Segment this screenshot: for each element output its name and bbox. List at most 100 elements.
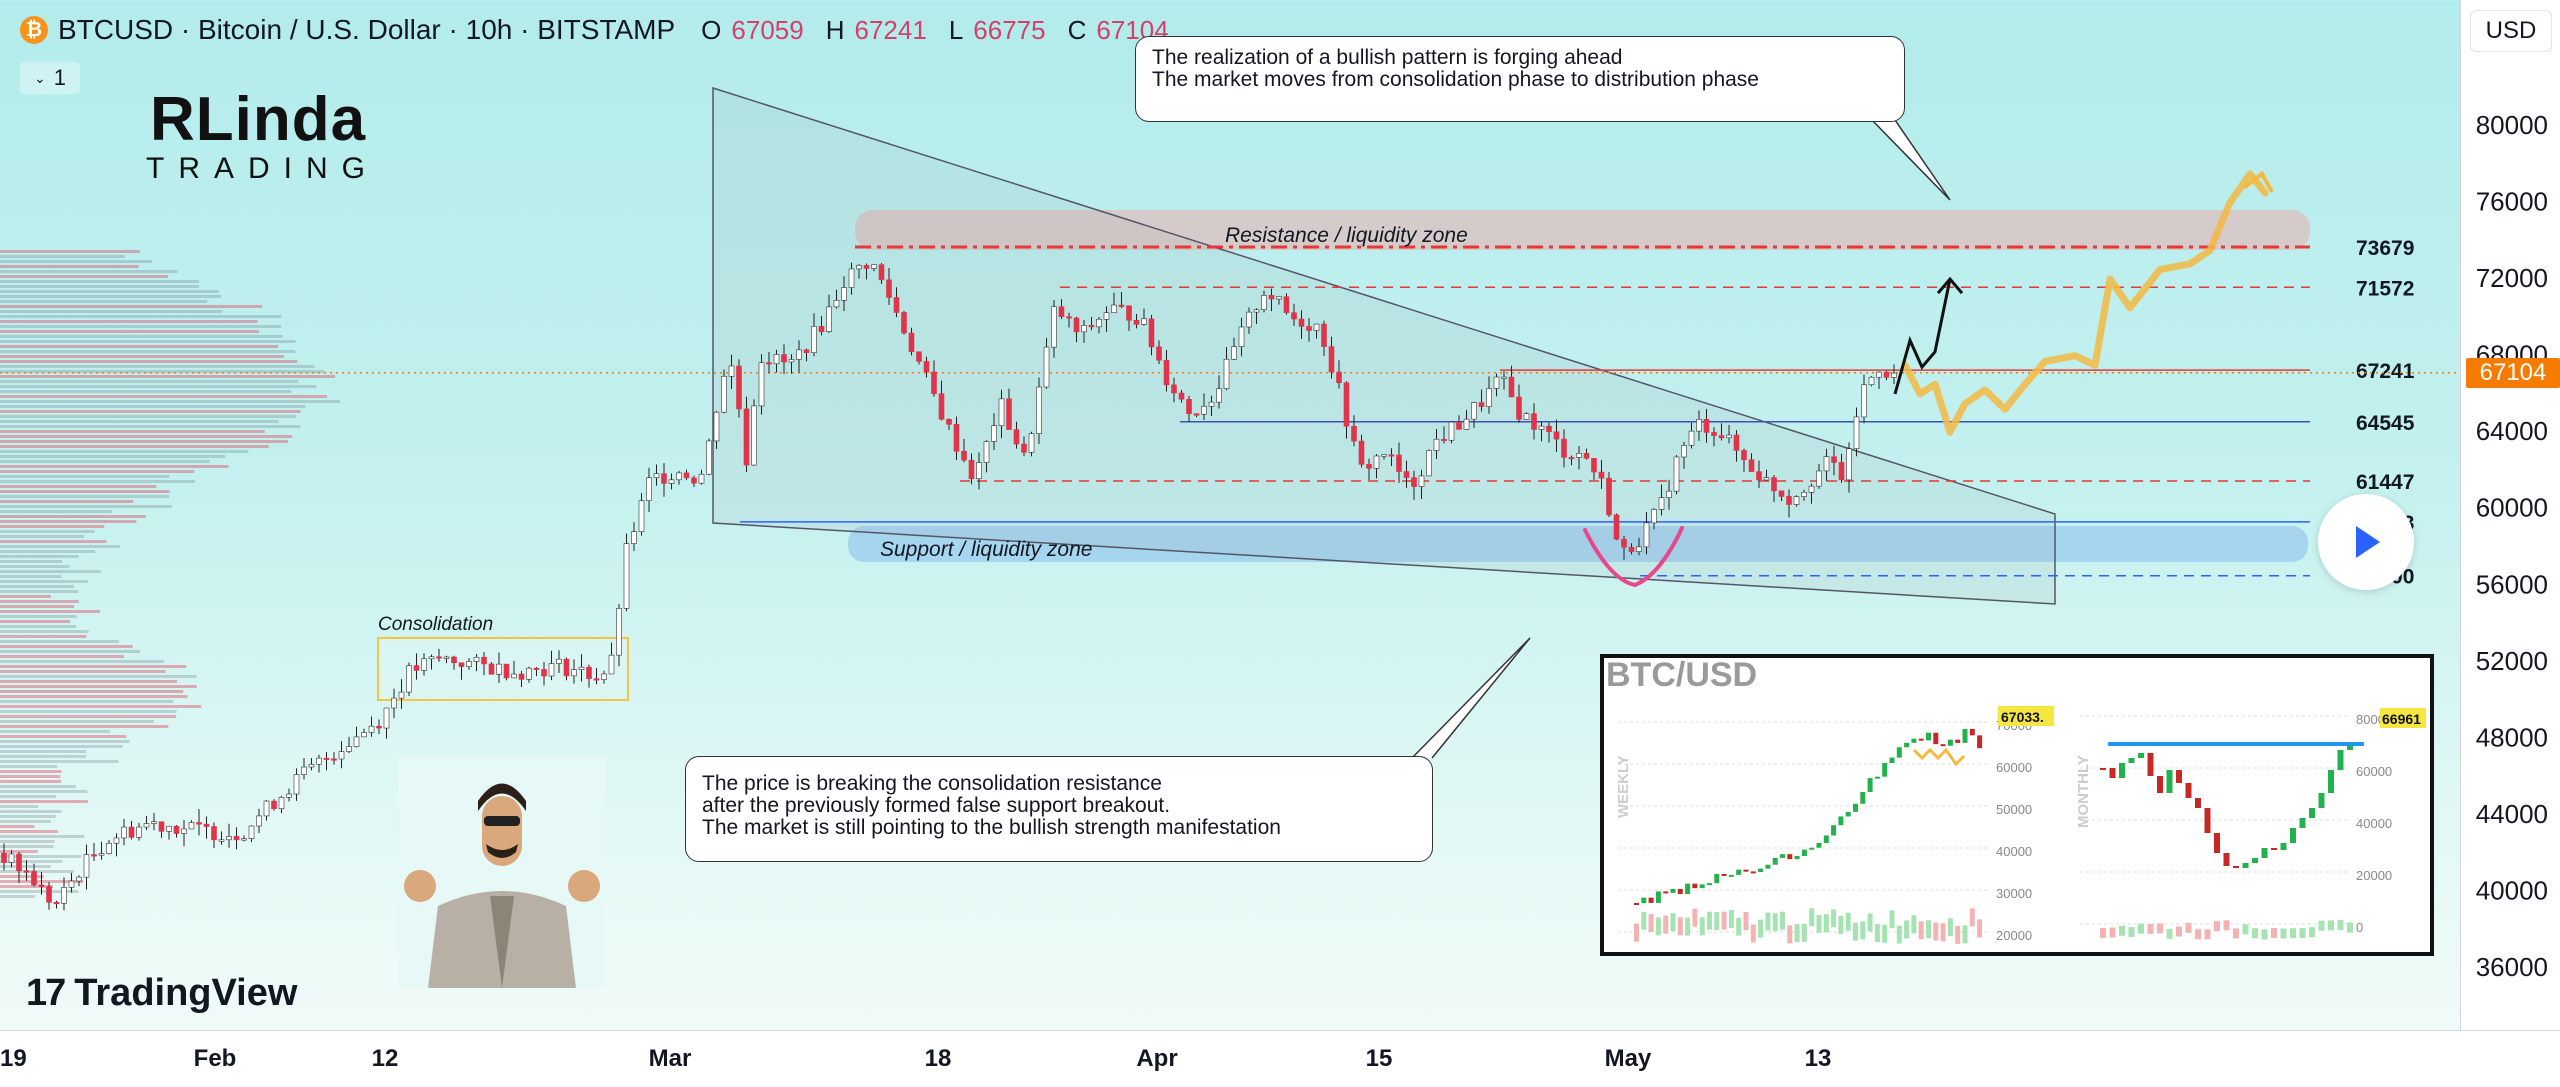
candle-body [293, 774, 300, 795]
open-label: O [701, 14, 722, 45]
volume-profile-bar [0, 340, 296, 343]
monthly-volume [2185, 922, 2192, 933]
candle-body [646, 477, 652, 501]
candle-body [368, 725, 375, 733]
volume-profile-bar [0, 890, 79, 893]
candle-body [413, 665, 420, 671]
volume-profile-bar [0, 770, 62, 773]
weekly-candle [1896, 747, 1902, 758]
monthly-volume [2119, 925, 2125, 936]
volume-profile-bar [0, 285, 199, 288]
candle-body [1306, 326, 1312, 331]
indicator-toggle[interactable]: ⌄ 1 [20, 62, 80, 94]
candle-body [1291, 312, 1297, 320]
candle-body [83, 854, 90, 878]
time-tick-label: 15 [1366, 1045, 1393, 1072]
candle-body [481, 656, 487, 665]
monthly-candle [2309, 808, 2315, 818]
weekly-volume [1889, 910, 1895, 929]
candle-body [31, 871, 37, 886]
weekly-volume [1758, 919, 1764, 938]
volume-profile-bar [0, 635, 87, 638]
volume-profile-bar [0, 895, 36, 898]
volume-profile-bar [0, 865, 51, 868]
candle-body [68, 880, 75, 888]
candle-body [1831, 456, 1837, 463]
weekly-volume [1955, 925, 1961, 944]
candle-body [1403, 471, 1410, 478]
play-button[interactable] [2318, 494, 2414, 590]
currency-selector[interactable]: USD [2470, 10, 2552, 52]
candle-body [1606, 477, 1612, 516]
time-axis[interactable] [0, 1030, 2560, 1087]
symbol-title[interactable]: BTCUSD · Bitcoin / U.S. Dollar · 10h · B… [58, 14, 676, 45]
volume-profile-bar [0, 380, 299, 383]
candle-body [1201, 405, 1207, 415]
volume-profile-bar [0, 575, 62, 578]
monthly-volume [2176, 926, 2182, 937]
volume-profile-bar [0, 735, 127, 738]
volume-profile-bar [0, 755, 87, 758]
volume-profile-bar [0, 785, 76, 788]
volume-profile-bar [0, 525, 105, 528]
false-breakout-mark [1583, 526, 1684, 588]
breakout-arrow [1893, 278, 1952, 395]
candle-body [571, 669, 577, 677]
weekly-volume [1801, 923, 1807, 942]
price-axis[interactable] [2460, 0, 2560, 1030]
main-chart[interactable]: 73679715726724164545614475931356500 Resi… [0, 0, 2460, 1030]
weekly-volume [1750, 924, 1756, 943]
candle-body [1298, 318, 1305, 327]
volume-profile-bar [0, 425, 301, 428]
candle-body [301, 766, 307, 775]
bottom-callout-pointer [1411, 637, 1531, 759]
monthly-candle [2147, 753, 2154, 776]
monthly-candle [2128, 758, 2135, 763]
weekly-volume [1823, 914, 1829, 933]
candle-body [23, 870, 30, 873]
weekly-candle [1969, 728, 1975, 736]
volume-profile-bar [0, 550, 96, 553]
bottom-callout: The price is breaking the consolidation … [685, 756, 1433, 862]
volume-profile-bar [0, 690, 184, 693]
volume-profile-bar [0, 350, 296, 353]
candle-body [886, 279, 892, 298]
candle-body [961, 450, 967, 461]
volume-profile-bar [0, 410, 301, 413]
candle-body [1478, 402, 1485, 407]
candle-body [1643, 522, 1650, 548]
candle-body [511, 673, 517, 679]
candle-body [1613, 514, 1620, 540]
volume-profile-bar [0, 605, 75, 608]
weekly-candle [1940, 744, 1946, 747]
weekly-volume [1772, 913, 1778, 932]
candle-body [1876, 371, 1882, 378]
candle-body [406, 665, 412, 693]
forecast-arrowhead [2242, 170, 2274, 193]
candle-body [91, 854, 97, 857]
price-tick-label: 40000 [2476, 875, 2548, 905]
candle-body [923, 361, 930, 373]
monthly-volume [2100, 927, 2106, 938]
weekly-candle [1801, 849, 1807, 856]
candle-body [1456, 421, 1462, 430]
volume-profile-bar [0, 540, 107, 543]
candle-body [1793, 496, 1800, 505]
candle-body [1051, 306, 1057, 348]
candle-body [1666, 490, 1672, 498]
candle-body [286, 793, 292, 798]
price-level-label: 71572 [2356, 277, 2414, 300]
volume-profile-bar [0, 665, 187, 668]
weekly-volume [1838, 916, 1844, 935]
volume-profile-bar [0, 330, 259, 333]
candle-body [1193, 413, 1200, 416]
monthly-volume [2204, 929, 2211, 940]
candle-body [196, 822, 202, 825]
volume-profile-bar [0, 370, 325, 373]
volume-profile [0, 250, 341, 898]
volume-profile-bar [0, 615, 77, 618]
candle-body [1223, 358, 1230, 389]
monthly-tick: 0 [2356, 920, 2363, 935]
last-price-tag: 67104 [2466, 358, 2560, 388]
candle-body [841, 287, 847, 301]
